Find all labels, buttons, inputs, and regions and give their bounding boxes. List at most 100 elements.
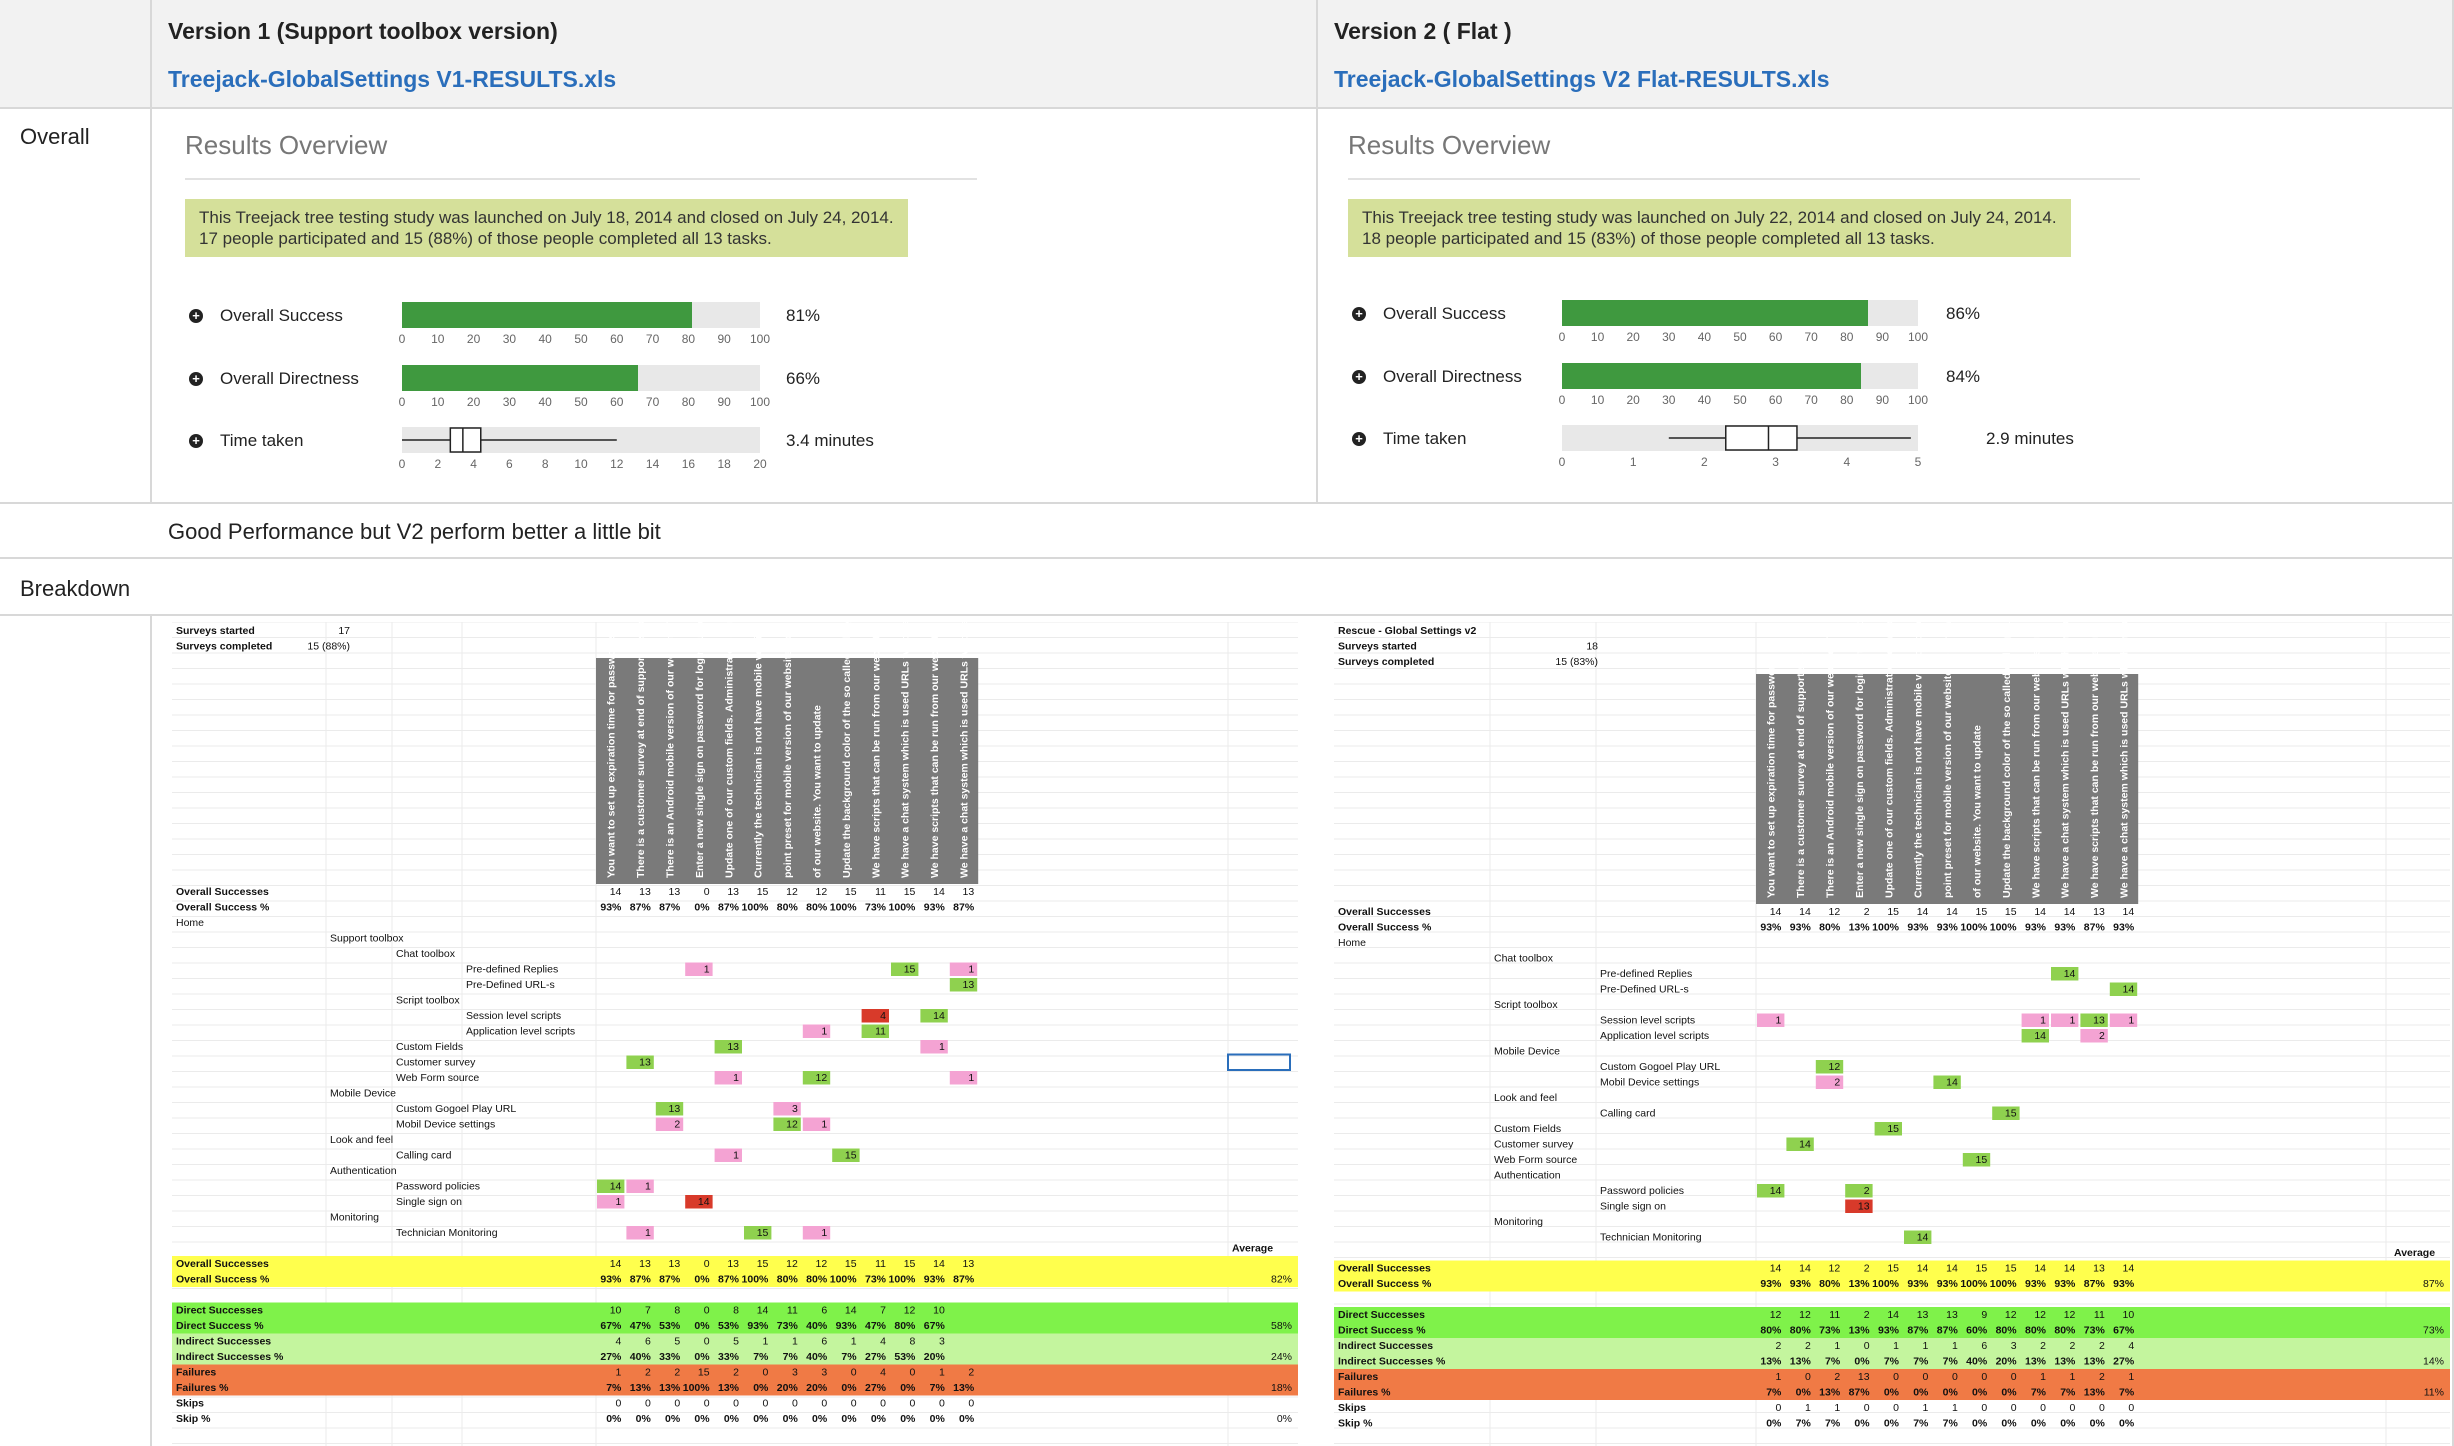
task-header: Enter a new single sign on password for … (694, 622, 706, 878)
axis-tick-label: 18 (717, 457, 731, 471)
study-dates: This Treejack tree testing study was lau… (199, 208, 894, 227)
summary-row-label: Skips (1338, 1402, 1366, 1414)
tree-node: Chat toolbox (1494, 953, 1554, 965)
summary-value: 100% (1872, 1278, 1900, 1290)
summary-value: 6 (821, 1336, 827, 1348)
summary-row-label: Indirect Successes % (176, 1351, 284, 1363)
path-count: 13 (2093, 1015, 2105, 1027)
path-count-cell (2021, 1013, 2049, 1027)
summary-row-label: Direct Success % (1338, 1325, 1426, 1337)
summary-value: 0% (2119, 1418, 2135, 1430)
task-success-count: 15 (1887, 906, 1899, 918)
path-count: 14 (698, 1196, 710, 1208)
task-header: of our website. You want to update (812, 705, 824, 878)
summary-value: 7% (2031, 1387, 2047, 1399)
axis-tick-label: 0 (1558, 455, 1566, 469)
summary-value: 12 (786, 1258, 798, 1270)
summary-row-bg (1334, 1384, 2450, 1400)
summary-value: 0 (939, 1398, 945, 1410)
summary-value: 8 (674, 1305, 680, 1317)
task-success-pct: 93% (1907, 922, 1929, 934)
axis-tick-label: 3 (1772, 455, 1779, 469)
summary-value: 40% (806, 1351, 828, 1363)
summary-value: 0% (1796, 1387, 1812, 1399)
v1-results-file-link[interactable]: Treejack-GlobalSettings V1-RESULTS.xls (168, 66, 617, 92)
summary-value: 0% (783, 1413, 799, 1425)
summary-value: 9 (1981, 1309, 1987, 1321)
task-success-pct: 93% (1760, 922, 1782, 934)
summary-value: 4 (880, 1367, 886, 1379)
summary-value: 93% (600, 1274, 622, 1286)
task-success-pct: 100% (742, 902, 770, 914)
time-boxplot (402, 427, 617, 453)
divider (0, 107, 2454, 109)
selected-cell[interactable] (1227, 1053, 1291, 1071)
summary-value: 80% (894, 1320, 916, 1332)
expand-plus-icon[interactable]: + (1352, 432, 1366, 446)
summary-row-bg (1334, 1276, 2450, 1292)
axis-tick-label: 70 (1804, 393, 1818, 407)
summary-value: 0% (1972, 1418, 1988, 1430)
v1-breakdown-sheet: Surveys started 17 Surveys completed 15 (88… (172, 622, 1298, 1446)
path-count-cell (685, 962, 713, 976)
summary-row-label: Indirect Successes % (1338, 1356, 1446, 1368)
summary-value: 7% (1943, 1356, 1959, 1368)
summary-value: 14 (2064, 1263, 2076, 1275)
metric-label-directness: Overall Directness (220, 369, 359, 388)
task-success-pct: 100% (1990, 922, 2018, 934)
summary-value: 7% (783, 1351, 799, 1363)
summary-value: 12 (1770, 1309, 1782, 1321)
expand-plus-icon[interactable]: + (189, 434, 203, 448)
axis-tick-label: 10 (574, 457, 588, 471)
path-count: 1 (968, 964, 974, 976)
summary-value: 0% (724, 1413, 740, 1425)
summary-value: 1 (616, 1367, 622, 1379)
summary-value: 13% (659, 1382, 681, 1394)
summary-value: 12 (2064, 1309, 2076, 1321)
summary-value: 27% (600, 1351, 622, 1363)
expand-plus-icon[interactable]: + (189, 372, 203, 386)
tree-node: Home (176, 917, 204, 929)
time-value: 3.4 minutes (786, 431, 874, 450)
tree-node: Customer survey (396, 1057, 476, 1069)
v2-results-file-link[interactable]: Treejack-GlobalSettings V2 Flat-RESULTS.… (1334, 66, 1830, 92)
summary-value: 0% (1766, 1418, 1782, 1430)
summary-value: 80% (1760, 1325, 1782, 1337)
summary-value: 12 (2005, 1309, 2017, 1321)
expand-plus-icon[interactable]: + (1352, 307, 1366, 321)
axis-tick-label: 0 (398, 395, 406, 409)
summary-value: 13 (1858, 1371, 1870, 1383)
task-success-pct: 13% (1849, 922, 1871, 934)
summary-value: 80% (2025, 1325, 2047, 1337)
average-header: Average (2394, 1247, 2435, 1259)
summary-value: 2 (2099, 1340, 2105, 1352)
expand-plus-icon[interactable]: + (189, 309, 203, 323)
summary-value: 67% (2113, 1325, 2135, 1337)
summary-value: 87% (1907, 1325, 1929, 1337)
results-overview-title: Results Overview (1348, 130, 1551, 160)
tree-node: Custom Fields (1494, 1123, 1561, 1135)
sheet-title: Rescue - Global Settings v2 (1338, 625, 1476, 637)
summary-value: 0 (910, 1398, 916, 1410)
surveys-started-value: 17 (338, 625, 350, 637)
surveys-completed-value: 15 (88%) (307, 641, 350, 653)
tree-node: Calling card (396, 1150, 452, 1162)
tree-node: Authentication (1494, 1170, 1561, 1182)
task-success-pct: 87% (718, 902, 740, 914)
path-count-cell (802, 1024, 831, 1038)
task-header: point preset for mobile version of our w… (782, 622, 794, 878)
summary-value: 0% (694, 1274, 710, 1286)
tree-node: Application level scripts (466, 1026, 575, 1038)
summary-value: 15 (698, 1367, 710, 1379)
task-header: We have a chat system which is used URLs… (959, 622, 971, 878)
summary-row-bg (172, 1302, 1298, 1318)
summary-row-label: Direct Success % (176, 1320, 264, 1332)
summary-value: 0% (900, 1382, 916, 1394)
task-success-pct: 100% (889, 902, 917, 914)
summary-average: 11% (2424, 1387, 2444, 1399)
summary-row-bg (1334, 1307, 2450, 1323)
summary-value: 1 (2040, 1371, 2046, 1383)
expand-plus-icon[interactable]: + (1352, 370, 1366, 384)
path-count: 3 (792, 1103, 798, 1115)
task-header: Currently the technician is not have mob… (1913, 622, 1925, 898)
